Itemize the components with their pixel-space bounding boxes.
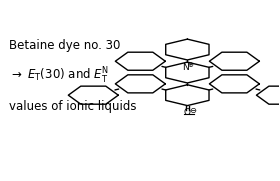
- Text: $\rightarrow$ $\it{E}_\mathrm{T}$(30) and $\it{E}_\mathrm{T}^\mathrm{N}$: $\rightarrow$ $\it{E}_\mathrm{T}$(30) an…: [9, 66, 109, 86]
- Text: ⊕: ⊕: [188, 62, 194, 68]
- Text: values of ionic liquids: values of ionic liquids: [9, 100, 137, 113]
- Text: O: O: [184, 108, 191, 117]
- Text: N: N: [183, 63, 189, 72]
- Text: Betaine dye no. 30: Betaine dye no. 30: [9, 39, 120, 52]
- Text: ⊖: ⊖: [189, 106, 196, 115]
